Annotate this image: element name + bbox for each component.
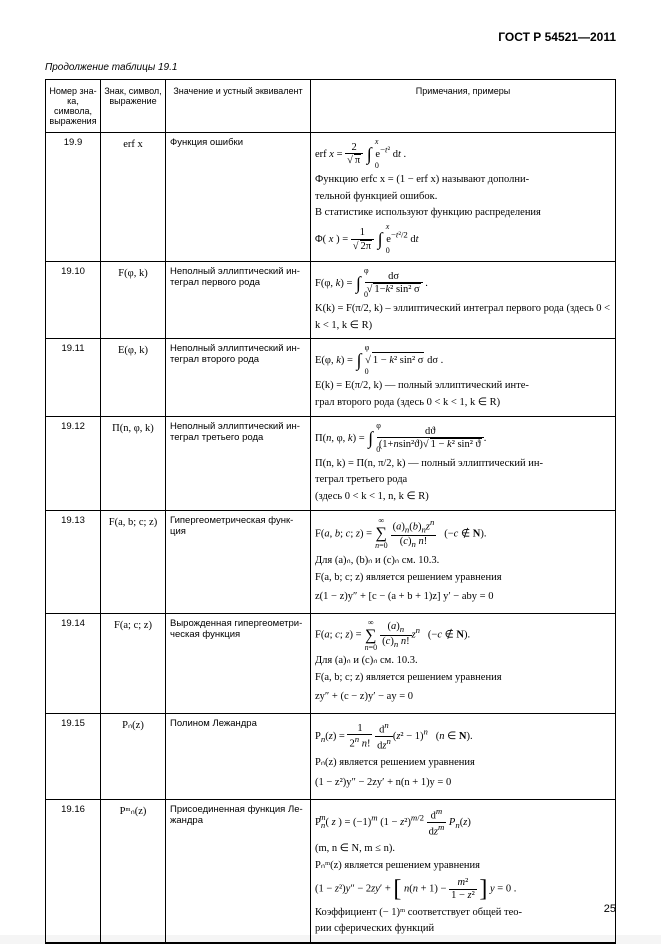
cell-meaning: Вырожденная гипергеометри- ческая функци… <box>166 614 311 714</box>
cell-sym: F(a; c; z) <box>101 614 166 714</box>
doc-code: ГОСТ Р 54521—2011 <box>45 30 616 44</box>
cell-num: 19.11 <box>46 339 101 416</box>
note-text: В статистике используют функцию распреде… <box>315 205 611 222</box>
cell-notes: П(n, φ, k) = ∫φ0 dϑ(1+nsin²ϑ)√1 − k² sin… <box>311 416 616 510</box>
table-row: 19.15 Pₙ(z) Полином Лежандра Pn(z) = 12n… <box>46 714 615 800</box>
table-row: 19.13 F(a, b; c; z) Гипергеометрическая … <box>46 510 615 613</box>
table-row: 19.12 П(n, φ, k) Неполный эллиптический … <box>46 416 615 510</box>
note-text: (1 − z²)y″ − 2zy′ + n(n + 1)y = 0 <box>315 775 611 792</box>
cell-notes: erf x = 2√π ∫x0 e−t² dt . Функцию erfc x… <box>311 133 616 262</box>
note-text: F(a, b; c; z) является решением уравнени… <box>315 670 611 687</box>
col-header-notes: Примечания, примеры <box>311 80 616 133</box>
cell-meaning: Функция ошибки <box>166 133 311 262</box>
cell-num: 19.16 <box>46 799 101 942</box>
cell-num: 19.13 <box>46 510 101 613</box>
main-table: Номер зна- ка, символа, выражения Знак, … <box>46 80 615 943</box>
cell-num: 19.15 <box>46 714 101 800</box>
page-number: 25 <box>604 903 616 915</box>
cell-notes: F(φ, k) = ∫φ0 dσ√1−k² sin² σ . K(k) = F(… <box>311 261 616 338</box>
note-text: Для (a)ₙ и (c)ₙ см. 10.3. <box>315 653 611 670</box>
note-text: z(1 − z)y″ + [c − (a + b + 1)z] y′ − aby… <box>315 589 611 606</box>
table-row: 19.11 E(φ, k) Неполный эллиптический ин-… <box>46 339 615 416</box>
cell-meaning: Присоединенная функция Ле- жандра <box>166 799 311 942</box>
cell-meaning: Неполный эллиптический ин- теграл первог… <box>166 261 311 338</box>
cell-sym: F(φ, k) <box>101 261 166 338</box>
col-header-sym: Знак, символ, выражение <box>101 80 166 133</box>
table-row: 19.9 erf x Функция ошибки erf x = 2√π ∫x… <box>46 133 615 262</box>
note-text: Pₙᵐ(z) является решением уравнения <box>315 858 611 875</box>
cell-notes: F(a; c; z) = ∑∞n=0 (a)n(c)n n!zn (−c ∉ N… <box>311 614 616 714</box>
cell-meaning: Гипергеометрическая функ- ция <box>166 510 311 613</box>
cell-notes: Pn(z) = 12n n! dndzn(z² − 1)n (n ∈ N). P… <box>311 714 616 800</box>
note-text: K(k) = F(π/2, k) – эллиптический интегра… <box>315 301 611 335</box>
note-text: П(n, k) = П(n, π/2, k) — полный эллиптич… <box>315 456 611 490</box>
note-text: (здесь 0 < k < 1, n, k ∈ R) <box>315 489 611 506</box>
note-text: F(a, b; c; z) является решением уравнени… <box>315 570 611 587</box>
cell-meaning: Неполный эллиптический ин- теграл третье… <box>166 416 311 510</box>
cell-num: 19.12 <box>46 416 101 510</box>
col-header-num: Номер зна- ка, символа, выражения <box>46 80 101 133</box>
cell-sym: erf x <box>101 133 166 262</box>
cell-sym: E(φ, k) <box>101 339 166 416</box>
table-row: 19.16 Pᵐₙ(z) Присоединенная функция Ле- … <box>46 799 615 942</box>
cell-sym: Pᵐₙ(z) <box>101 799 166 942</box>
table-row: 19.14 F(a; c; z) Вырожденная гипергеомет… <box>46 614 615 714</box>
note-text: Функцию erfc x = (1 − erf x) называют до… <box>315 172 611 206</box>
note-text: Коэффициент (− 1)ᵐ соответствует общей т… <box>315 905 611 939</box>
note-text: Для (a)ₙ, (b)ₙ и (c)ₙ см. 10.3. <box>315 553 611 570</box>
cell-num: 19.9 <box>46 133 101 262</box>
cell-meaning: Полином Лежандра <box>166 714 311 800</box>
table-row: 19.10 F(φ, k) Неполный эллиптический ин-… <box>46 261 615 338</box>
cell-sym: Pₙ(z) <box>101 714 166 800</box>
note-text: E(k) = E(π/2, k) — полный эллиптический … <box>315 378 611 412</box>
cell-notes: F(a, b; c; z) = ∑∞n=0 (a)n(b)nzn(c)n n! … <box>311 510 616 613</box>
cell-notes: Pnm( z ) = (−1)m (1 − z²)m/2 dmdzm Pn(z)… <box>311 799 616 942</box>
cell-sym: П(n, φ, k) <box>101 416 166 510</box>
note-text: Pₙ(z) является решением уравнения <box>315 755 611 772</box>
note-text: zy″ + (c − z)y′ − ay = 0 <box>315 689 611 706</box>
cell-notes: E(φ, k) = ∫φ0 √1 − k² sin² σ dσ . E(k) =… <box>311 339 616 416</box>
note-text: (m, n ∈ N, m ≤ n). <box>315 841 611 858</box>
cell-meaning: Неполный эллиптический ин- теграл второг… <box>166 339 311 416</box>
cell-sym: F(a, b; c; z) <box>101 510 166 613</box>
table-header-row: Номер зна- ка, символа, выражения Знак, … <box>46 80 615 133</box>
page: ГОСТ Р 54521—2011 Продолжение таблицы 19… <box>0 0 661 935</box>
table-caption: Продолжение таблицы 19.1 <box>45 62 616 73</box>
col-header-meaning: Значение и устный эквивалент <box>166 80 311 133</box>
table-frame: Номер зна- ка, символа, выражения Знак, … <box>45 79 616 944</box>
cell-num: 19.10 <box>46 261 101 338</box>
cell-num: 19.14 <box>46 614 101 714</box>
